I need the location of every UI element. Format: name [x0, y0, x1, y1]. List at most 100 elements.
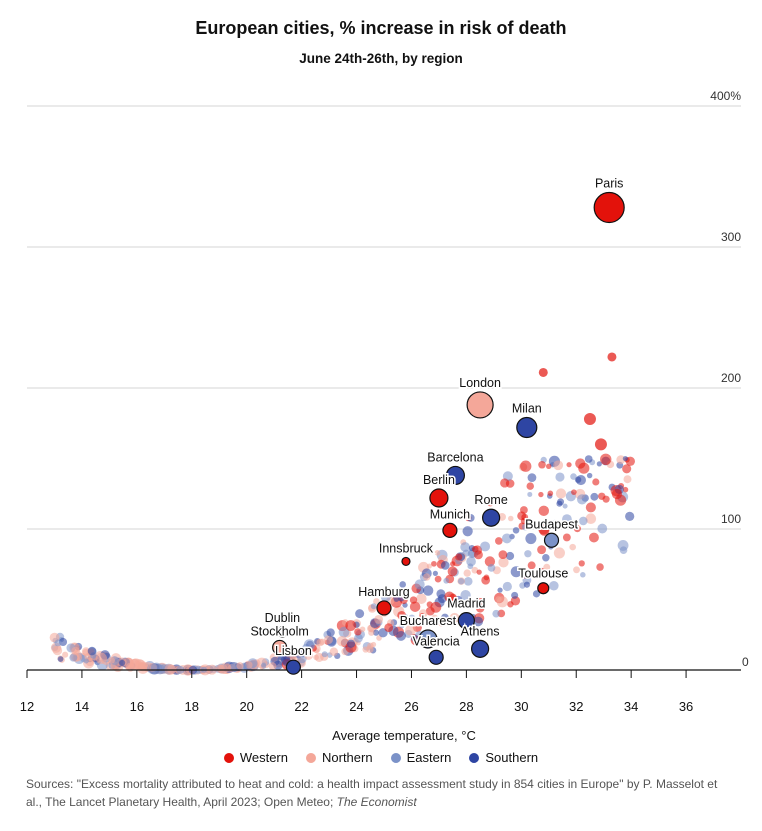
data-point	[414, 579, 425, 590]
data-point	[532, 590, 541, 598]
data-point	[119, 659, 126, 667]
x-axis-title: Average temperature, °C	[332, 728, 476, 743]
data-point	[553, 547, 565, 559]
scatter-plot: 400% 300 200 100 0 12 14 16 18 20 22 24 26 28 30 32 34 36…	[20, 89, 749, 743]
data-point	[622, 464, 632, 474]
x-tick-label: 16	[130, 699, 144, 714]
source-text: Sources: "Excess mortality attributed to…	[26, 777, 718, 809]
data-point	[384, 623, 394, 633]
data-point	[399, 581, 407, 588]
data-point	[521, 523, 529, 531]
data-point	[455, 553, 463, 561]
data-point	[562, 533, 571, 542]
x-tick-label: 20	[239, 699, 253, 714]
x-tick-label: 32	[569, 699, 583, 714]
data-point	[569, 543, 576, 551]
data-point	[512, 527, 520, 534]
data-point	[432, 570, 438, 576]
data-point	[596, 563, 604, 571]
data-point	[71, 646, 80, 656]
city-point-lisbon	[285, 659, 301, 675]
city-label-athens: Athens	[461, 624, 500, 638]
data-point	[500, 478, 510, 488]
city-point-madrid	[457, 612, 475, 630]
data-point	[592, 478, 600, 486]
data-point	[505, 551, 515, 561]
data-point	[580, 572, 586, 578]
data-point	[549, 581, 559, 591]
data-point	[409, 601, 421, 612]
legend-label-eastern: Eastern	[406, 750, 452, 765]
data-point	[372, 629, 380, 636]
data-point	[542, 554, 550, 562]
data-point	[538, 505, 549, 516]
data-point	[538, 367, 548, 377]
city-label-dublin: Dublin	[265, 611, 300, 625]
city-point-berlin	[429, 488, 449, 508]
data-point	[374, 614, 384, 624]
x-tick-label: 24	[349, 699, 363, 714]
data-point	[376, 635, 382, 641]
data-point	[607, 352, 617, 362]
data-point	[537, 545, 547, 555]
city-label-innsbruck: Innsbruck	[379, 541, 434, 555]
data-point	[538, 460, 546, 469]
data-point	[507, 515, 514, 522]
data-point	[463, 569, 471, 577]
data-point	[419, 613, 425, 619]
data-point	[597, 523, 608, 534]
data-point	[495, 537, 503, 545]
data-point	[87, 646, 97, 656]
data-point	[553, 460, 564, 471]
legend-item-eastern: Eastern	[390, 750, 452, 765]
data-point	[362, 646, 369, 653]
legend-dot-southern	[469, 752, 480, 763]
city-point-valencia	[428, 649, 444, 665]
data-point	[368, 629, 375, 636]
chart-subtitle: June 24th-26th, by region	[299, 51, 463, 66]
data-point	[373, 598, 380, 605]
legend-item-western: Western	[223, 750, 288, 765]
data-point	[57, 656, 64, 663]
data-point	[380, 591, 391, 602]
data-point	[438, 619, 446, 627]
city-point-rome	[482, 508, 501, 527]
data-point	[321, 651, 328, 658]
data-point	[596, 461, 602, 467]
x-tick-label: 22	[294, 699, 308, 714]
data-point	[467, 563, 474, 570]
data-point	[62, 651, 69, 658]
data-point	[462, 526, 473, 537]
data-point	[54, 639, 62, 647]
data-point	[577, 494, 588, 505]
city-label-lisbon: Lisbon	[275, 644, 312, 658]
data-point	[416, 593, 427, 604]
legend-dot-eastern	[390, 752, 401, 763]
source-note: Sources: "Excess mortality attributed to…	[26, 775, 736, 811]
data-point	[520, 517, 528, 525]
data-point	[492, 609, 500, 618]
data-point	[338, 626, 350, 638]
data-point	[329, 647, 339, 656]
data-point	[590, 492, 599, 501]
data-point	[303, 639, 316, 651]
city-point-stockholm	[272, 639, 288, 656]
data-point	[566, 462, 572, 468]
data-point	[354, 628, 362, 636]
data-point	[486, 499, 494, 507]
data-point	[423, 573, 431, 581]
x-tick-label: 34	[624, 699, 638, 714]
y-tick-label: 300	[721, 230, 741, 244]
city-label-toulouse: Toulouse	[518, 567, 568, 581]
x-tick-label: 30	[514, 699, 528, 714]
x-tick-label: 12	[20, 699, 34, 714]
y-tick-label: 0	[742, 655, 749, 669]
data-point	[455, 595, 463, 603]
data-point	[108, 656, 116, 664]
data-point	[434, 550, 441, 556]
data-point	[466, 514, 475, 522]
data-point	[398, 622, 405, 629]
data-point	[137, 662, 145, 670]
data-point	[431, 614, 439, 622]
data-point	[319, 638, 326, 645]
